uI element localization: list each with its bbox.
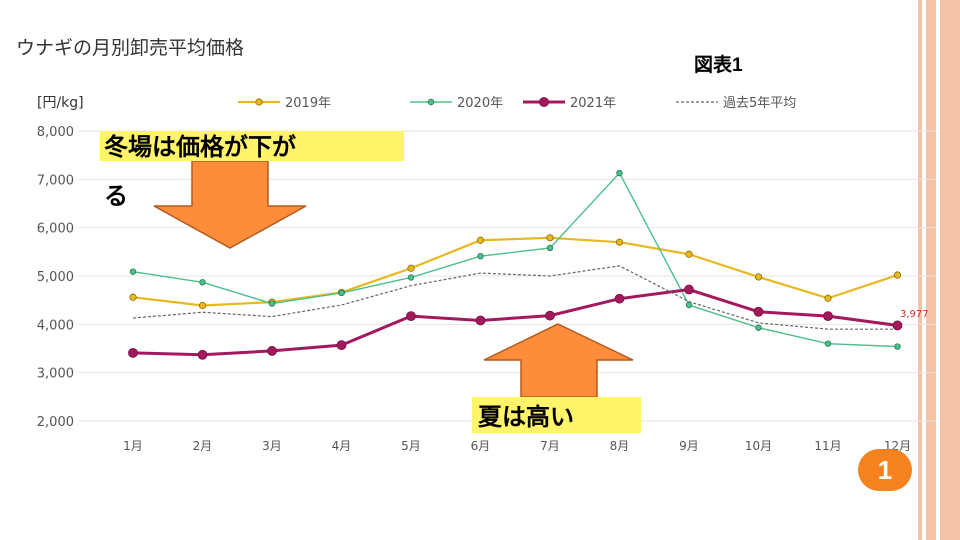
data-point (615, 238, 624, 246)
annotation-arrows (153, 160, 634, 398)
series-line-0 (132, 236, 898, 307)
data-point (893, 271, 902, 279)
legend-entry: 2021年 (570, 96, 616, 111)
legend-marker-2 (539, 97, 549, 107)
y-tick-label: 7,000 (37, 173, 74, 188)
legend-entry: 過去5年平均 (723, 96, 796, 111)
data-point (824, 294, 832, 302)
x-tick-label: 10月 (745, 439, 772, 453)
series-lines (132, 171, 898, 357)
x-tick-labels: 1月 2月 3月 4月 5月 6月 7月 8月 9月 10月 11月 12月 (123, 439, 911, 453)
data-point (616, 169, 623, 177)
y-tick-label: 3,000 (37, 367, 74, 382)
y-tick-label: 8,000 (37, 125, 74, 140)
note-summer: 夏は高い (472, 397, 641, 433)
y-tick-labels: 2,000 3,000 4,000 5,000 6,000 7,000 8,000 (37, 125, 74, 430)
data-point (129, 293, 137, 301)
data-point (685, 250, 693, 258)
data-point (824, 340, 832, 347)
data-point (476, 236, 485, 244)
data-point (894, 343, 901, 350)
legend-entry: 2019年 (285, 96, 331, 111)
chart-legend: 2019年 2020年 2021年 過去5年平均 (238, 96, 796, 111)
data-point (336, 340, 347, 351)
data-point (338, 289, 345, 297)
y-tick-label: 4,000 (37, 318, 74, 333)
arrow-down (153, 160, 307, 249)
series-line-2 (132, 288, 898, 357)
data-point (753, 306, 764, 317)
data-point (823, 311, 833, 322)
annotation-last-value: 3,977 (900, 309, 929, 320)
legend-marker-1 (427, 98, 435, 106)
legend-marker-0 (255, 98, 263, 106)
x-tick-label: 8月 (610, 439, 630, 453)
note-winter: 冬場は価格が下が (100, 131, 404, 161)
x-tick-label: 3月 (262, 439, 282, 453)
data-point (128, 347, 138, 358)
data-point (754, 273, 763, 281)
data-point (198, 301, 207, 310)
data-point (199, 279, 206, 286)
figure-label: 図表1 (694, 55, 743, 76)
note-winter-wrap: る (104, 182, 128, 210)
arrow-up (483, 323, 634, 398)
data-point (545, 310, 555, 321)
x-tick-label: 5月 (401, 439, 421, 453)
x-tick-label: 11月 (814, 439, 841, 453)
data-point (407, 274, 415, 281)
y-axis-label: [円/kg] (37, 95, 84, 111)
data-point (268, 300, 276, 307)
data-point (407, 264, 415, 272)
data-point (546, 234, 554, 242)
y-tick-label: 6,000 (37, 222, 74, 237)
y-tick-label: 5,000 (37, 270, 74, 285)
data-point (546, 244, 554, 252)
decor-stripe-3 (940, 0, 960, 540)
x-tick-label: 6月 (471, 439, 491, 453)
data-point (477, 252, 484, 260)
data-point (614, 293, 625, 304)
x-tick-label: 9月 (679, 439, 699, 453)
data-point (684, 284, 694, 295)
x-tick-label: 7月 (540, 439, 560, 453)
x-tick-label: 2月 (193, 439, 213, 453)
series-line-3 (132, 265, 898, 330)
series-line-1 (132, 171, 898, 348)
data-point (267, 346, 277, 356)
x-tick-label: 4月 (332, 439, 352, 453)
data-point (755, 324, 762, 331)
data-point (892, 320, 903, 331)
data-point (475, 315, 486, 326)
page-number-badge: 1 (858, 449, 912, 491)
x-tick-label: 1月 (123, 439, 143, 453)
decor-stripe-1 (918, 0, 922, 540)
y-tick-label: 2,000 (37, 415, 74, 430)
legend-entry: 2020年 (457, 96, 503, 111)
data-point (685, 301, 693, 309)
data-point (406, 311, 416, 322)
data-point (197, 349, 208, 360)
data-point (129, 268, 137, 275)
series-points (128, 169, 903, 360)
chart-title: ウナギの月別卸売平均価格 (16, 37, 244, 59)
decor-stripe-2 (926, 0, 936, 540)
